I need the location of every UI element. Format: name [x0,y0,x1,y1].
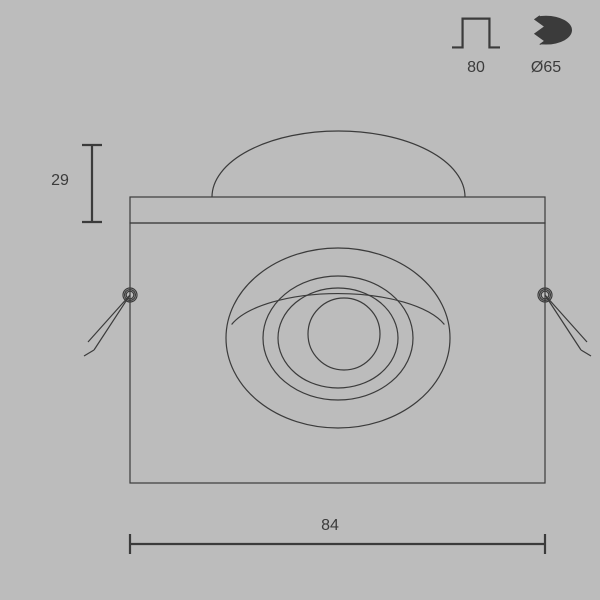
hole-diameter-label: Ø65 [531,59,561,76]
cutout-label: 80 [467,59,485,76]
dim-width-value: 84 [321,517,339,534]
dim-height-value: 29 [51,172,69,189]
